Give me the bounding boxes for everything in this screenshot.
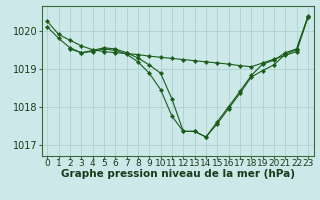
X-axis label: Graphe pression niveau de la mer (hPa): Graphe pression niveau de la mer (hPa) — [60, 169, 295, 179]
